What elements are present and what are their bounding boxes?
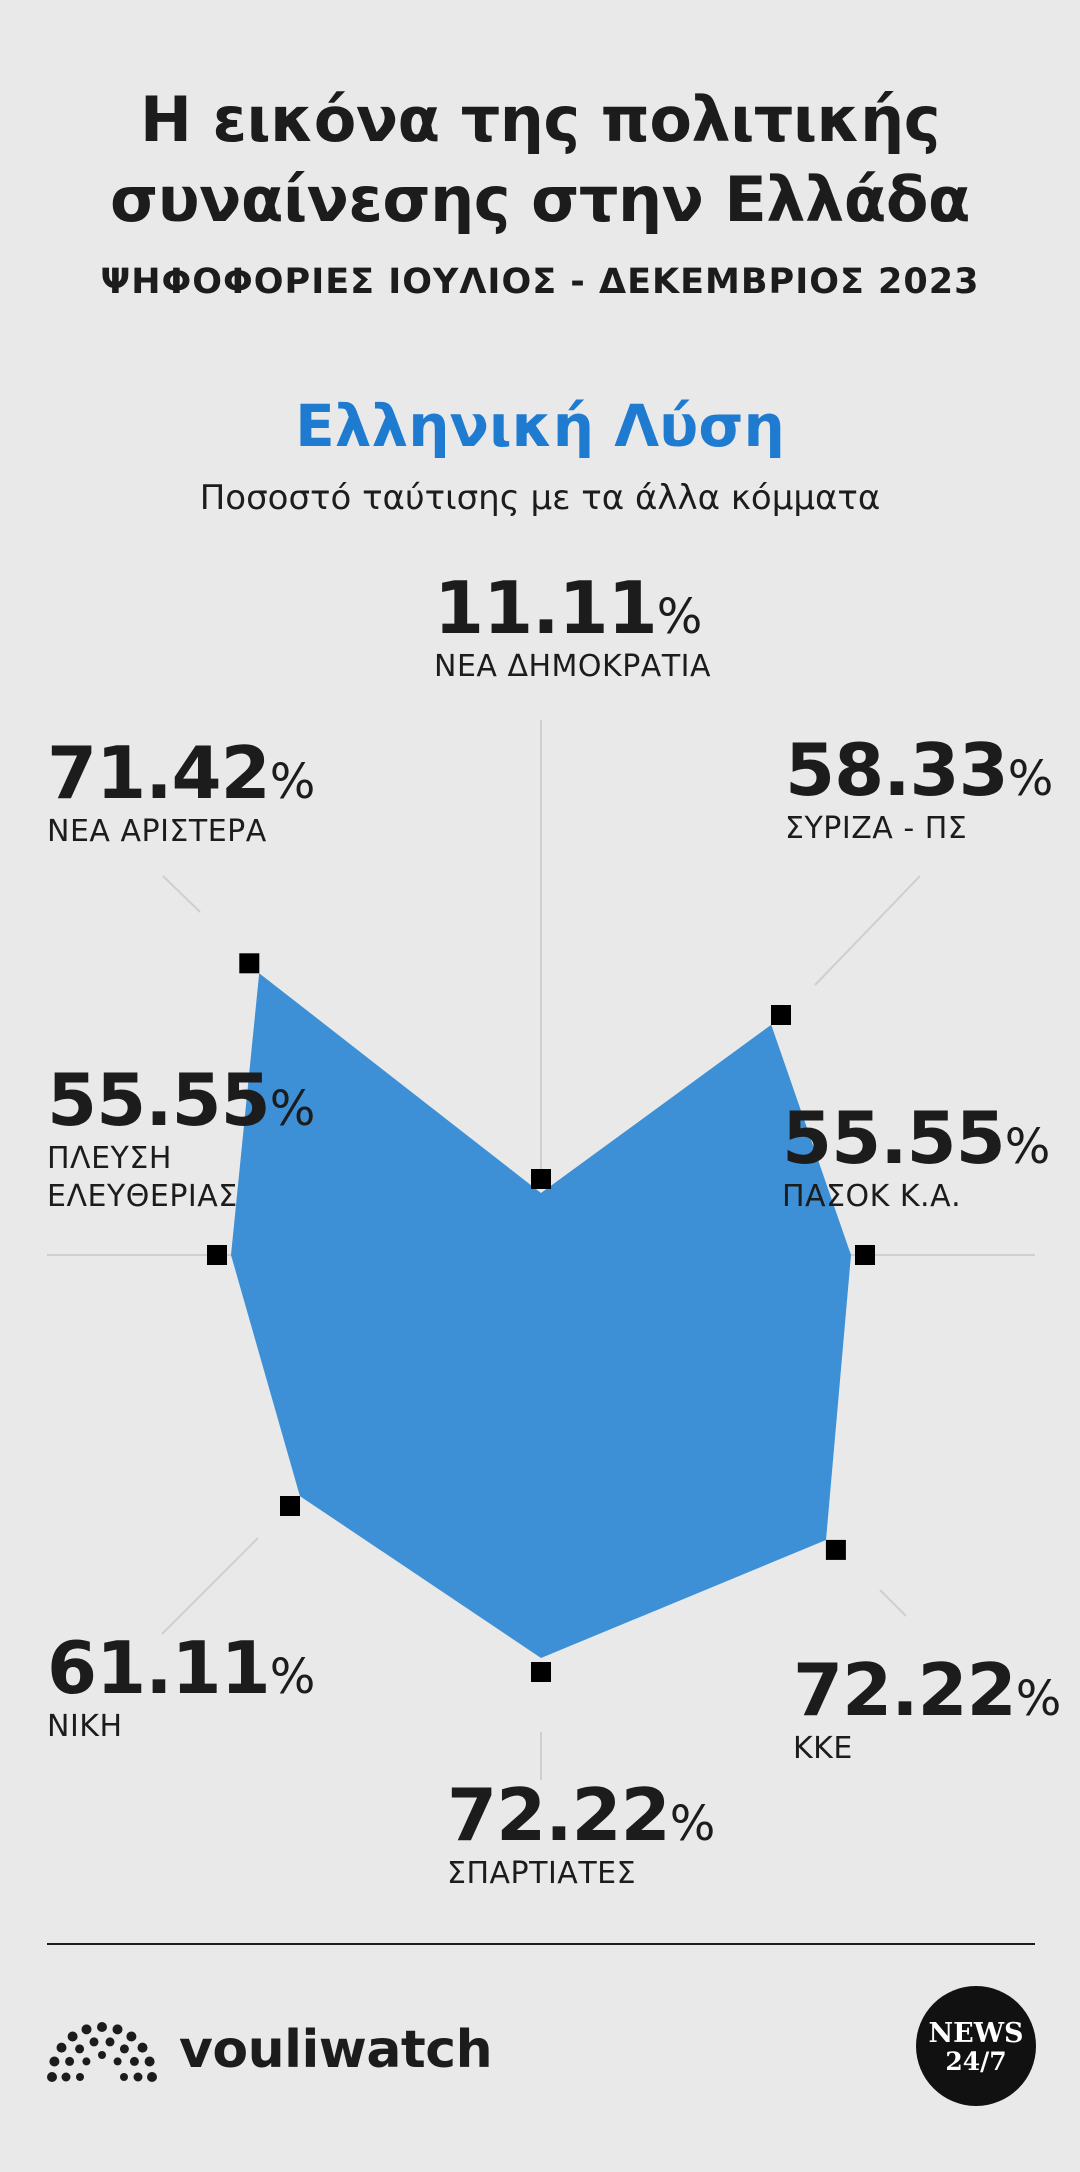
logo-dot bbox=[97, 2022, 107, 2032]
logo-dot bbox=[144, 2056, 155, 2067]
badge-top-text: NEWS bbox=[928, 2018, 1023, 2049]
vouliwatch-dots-icon bbox=[47, 2022, 157, 2082]
category-label: ΣΥΡΙΖΑ - ΠΣ bbox=[785, 811, 968, 846]
radar-point-1 bbox=[771, 1005, 791, 1025]
radar-point-7 bbox=[239, 953, 260, 974]
badge-bottom-text: 24/7 bbox=[945, 2047, 1006, 2076]
radar-chart bbox=[47, 720, 1035, 1780]
radar-label-0: 11.11% ΝΕΑ ΔΗΜΟΚΡΑΤΙΑ bbox=[434, 568, 711, 686]
logo-dot bbox=[89, 2037, 99, 2047]
radar-point-2 bbox=[855, 1245, 875, 1265]
radar-point-5 bbox=[280, 1496, 300, 1516]
percent-sign: % bbox=[669, 1796, 716, 1852]
axis-line-2 bbox=[814, 875, 921, 986]
axis-line-5 bbox=[162, 875, 201, 913]
value-label: 61.11% bbox=[47, 1628, 315, 1708]
news247-badge-icon: NEWS 24/7 bbox=[916, 1986, 1036, 2106]
radar-label-5: 61.11% ΝΙΚΗ bbox=[47, 1628, 315, 1746]
logo-dot bbox=[126, 2031, 137, 2042]
axis-line-4 bbox=[161, 1537, 259, 1635]
radar-label-4: 72.22% ΣΠΑΡΤΙΑΤΕΣ bbox=[447, 1775, 715, 1893]
value-number: 72.22 bbox=[447, 1773, 671, 1857]
logo-dot bbox=[67, 2031, 78, 2042]
category-label: ΚΚΕ bbox=[793, 1731, 853, 1766]
value-number: 58.33 bbox=[785, 728, 1009, 812]
percent-sign: % bbox=[656, 589, 703, 645]
radar-point-0 bbox=[531, 1169, 551, 1189]
radar-label-2: 55.55% ΠΑΣΟΚ Κ.Α. bbox=[782, 1098, 1050, 1216]
title-line-2: συναίνεσης στην Ελλάδα bbox=[109, 163, 971, 236]
category-label: ΠΛΕΥΣΗ bbox=[47, 1141, 172, 1176]
logo-dot bbox=[76, 2073, 84, 2081]
percent-sign: % bbox=[269, 1081, 316, 1137]
category-label: ΣΠΑΡΤΙΑΤΕΣ bbox=[447, 1856, 637, 1891]
category-label: ΝΕΑ ΔΗΜΟΚΡΑΤΙΑ bbox=[434, 649, 712, 684]
logo-dot bbox=[82, 2057, 91, 2066]
logo-dot bbox=[98, 2051, 106, 2059]
chart-title: Ελληνική Λύση bbox=[295, 392, 785, 460]
radar-label-3: 72.22% ΚΚΕ bbox=[793, 1650, 1061, 1768]
logo-dot bbox=[129, 2056, 139, 2066]
logo-dot bbox=[81, 2024, 92, 2035]
category-label: ΕΛΕΥΘΕΡΙΑΣ bbox=[47, 1179, 238, 1214]
logo-dot bbox=[147, 2072, 157, 2082]
radar-label-1: 58.33% ΣΥΡΙΖΑ - ΠΣ bbox=[785, 730, 1053, 848]
title-line-1: Η εικόνα της πολιτικής bbox=[140, 83, 940, 156]
vouliwatch-logo: vouliwatch bbox=[47, 2010, 493, 2090]
radar-label-7: 71.42% ΝΕΑ ΑΡΙΣΤΕΡΑ bbox=[47, 733, 315, 851]
logo-dot bbox=[113, 2057, 122, 2066]
logo-dot bbox=[65, 2056, 75, 2066]
logo-dot bbox=[119, 2044, 129, 2054]
page-subtitle: ΨΗΦΟΦΟΡΙΕΣ ΙΟΥΛΙΟΣ - ΔΕΚΕΜΒΡΙΟΣ 2023 bbox=[100, 262, 980, 302]
radar-label-6: 55.55% ΠΛΕΥΣΗ ΕΛΕΥΘΕΡΙΑΣ bbox=[47, 1060, 315, 1216]
percent-sign: % bbox=[1007, 751, 1054, 807]
footer-divider bbox=[47, 1943, 1035, 1945]
radar-point-3 bbox=[825, 1539, 846, 1560]
category-label: ΠΑΣΟΚ Κ.Α. bbox=[782, 1179, 962, 1214]
value-label: 58.33% bbox=[785, 730, 1053, 810]
value-label: 72.22% bbox=[447, 1775, 715, 1855]
value-label: 71.42% bbox=[47, 733, 315, 813]
logo-dot bbox=[133, 2072, 143, 2082]
value-label: 55.55% bbox=[47, 1060, 315, 1140]
value-number: 61.11 bbox=[47, 1626, 271, 1710]
radar-point-6 bbox=[207, 1245, 227, 1265]
percent-sign: % bbox=[1004, 1119, 1051, 1175]
percent-sign: % bbox=[269, 1649, 316, 1705]
radar-point-4 bbox=[531, 1662, 551, 1682]
logo-dot bbox=[75, 2044, 85, 2054]
logo-dot bbox=[137, 2042, 148, 2053]
logo-dot bbox=[49, 2056, 60, 2067]
radar-area bbox=[231, 973, 851, 1658]
percent-sign: % bbox=[1015, 1671, 1062, 1727]
value-number: 55.55 bbox=[782, 1096, 1006, 1180]
logo-dot bbox=[56, 2042, 67, 2053]
value-number: 71.42 bbox=[47, 731, 271, 815]
percent-sign: % bbox=[269, 754, 316, 810]
logo-text: vouliwatch bbox=[179, 2020, 493, 2080]
category-label: ΝΕΑ ΑΡΙΣΤΕΡΑ bbox=[47, 814, 267, 849]
logo-dot bbox=[47, 2072, 57, 2082]
category-label: ΝΙΚΗ bbox=[47, 1709, 123, 1744]
logo-dot bbox=[61, 2072, 71, 2082]
value-label: 72.22% bbox=[793, 1650, 1061, 1730]
value-number: 72.22 bbox=[793, 1648, 1017, 1732]
logo-dot bbox=[112, 2024, 123, 2035]
value-number: 11.11 bbox=[434, 566, 658, 650]
page-title: Η εικόνα της πολιτικής συναίνεσης στην Ε… bbox=[0, 80, 1080, 240]
value-label: 11.11% bbox=[434, 568, 711, 648]
value-label: 55.55% bbox=[782, 1098, 1050, 1178]
logo-dot bbox=[105, 2037, 115, 2047]
chart-subtitle: Ποσοστό ταύτισης με τα άλλα κόμματα bbox=[199, 478, 881, 518]
axis-line-3 bbox=[879, 1589, 907, 1617]
logo-dot bbox=[120, 2073, 128, 2081]
value-number: 55.55 bbox=[47, 1058, 271, 1142]
